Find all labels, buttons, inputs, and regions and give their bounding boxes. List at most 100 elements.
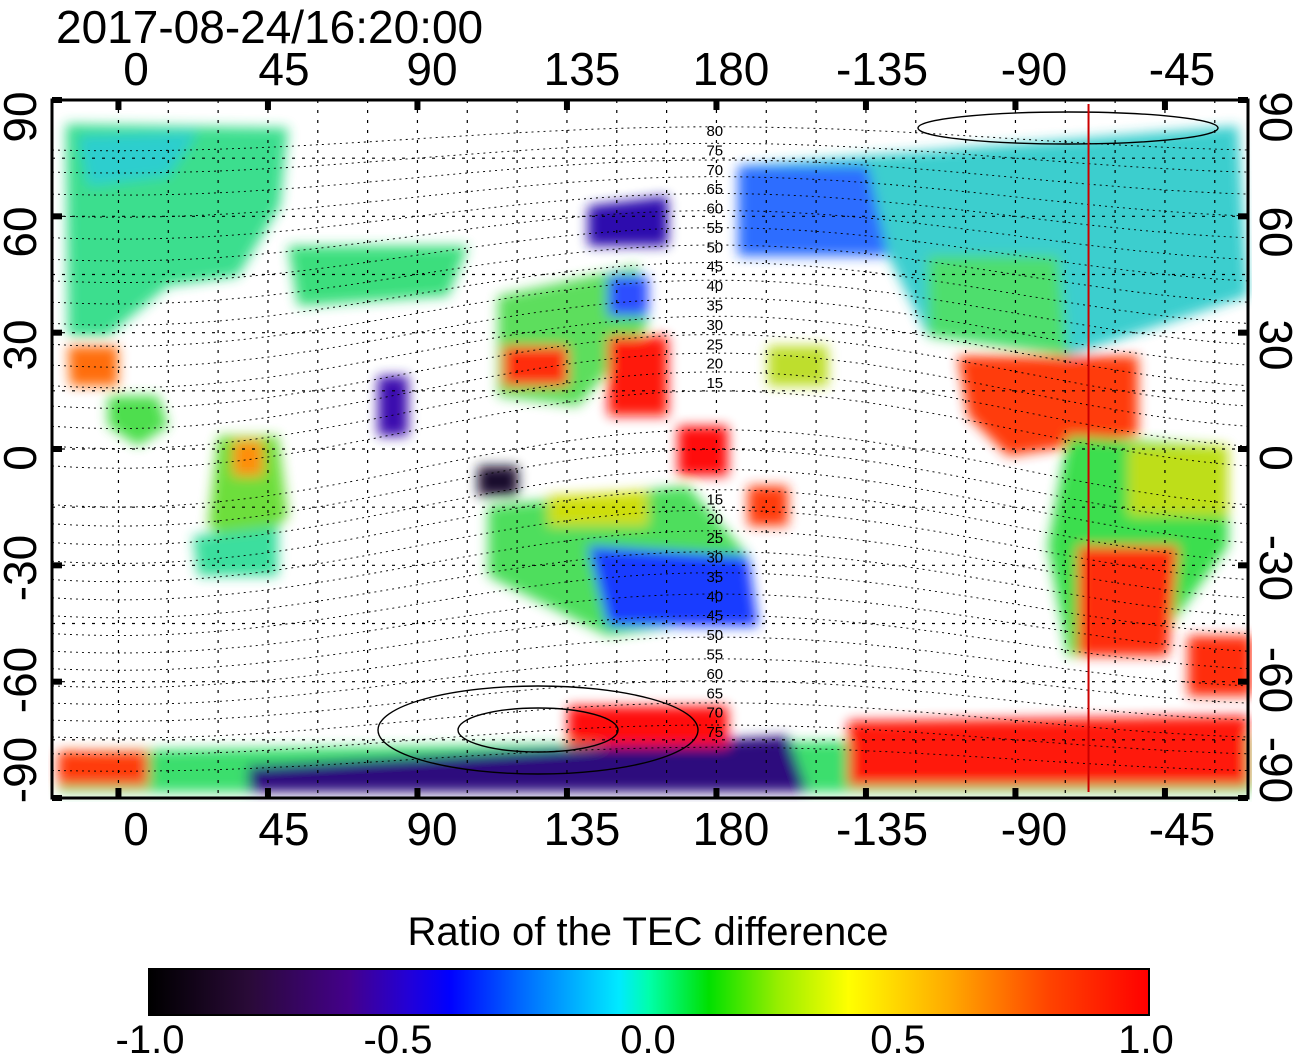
colorbar-label: Ratio of the TEC difference <box>407 910 889 954</box>
magnetic-contour <box>51 210 1249 262</box>
contour-label: 20 <box>706 356 723 373</box>
lon-tick-top: -45 <box>1148 43 1216 95</box>
lon-tick-bottom: -135 <box>835 803 929 855</box>
magnetic-latitude-contours <box>51 126 1249 772</box>
contour-label: 15 <box>706 375 723 392</box>
magnetic-contour <box>51 702 1249 739</box>
lat-tick-right: 0 <box>1250 445 1296 471</box>
lon-tick-top: 0 <box>123 43 149 95</box>
contour-label: 65 <box>706 181 723 198</box>
magnetic-contour <box>51 244 1249 305</box>
tec-map: 80 75 70 65 60 55 50 45 40 35 30 25 20 15 15 20 25 30 35 40… <box>48 96 1252 802</box>
lat-tick-left: -60 <box>0 646 46 714</box>
contour-label: 60 <box>706 666 723 683</box>
magnetic-contour <box>51 315 1249 389</box>
contour-label: 75 <box>706 724 723 741</box>
magnetic-contour <box>51 193 1249 240</box>
tec-data-layer <box>58 124 1252 792</box>
lat-tick-right: 30 <box>1250 319 1296 371</box>
contour-label: 40 <box>706 278 723 295</box>
lon-tick-top: 180 <box>692 43 770 95</box>
contour-label: 40 <box>706 588 723 605</box>
magnetic-contour <box>51 352 1249 429</box>
lat-tick-left: -90 <box>0 736 46 804</box>
lat-tick-left: 60 <box>0 206 46 258</box>
magnetic-contour <box>51 509 1249 583</box>
lon-tick-bottom: -90 <box>1000 803 1068 855</box>
contour-label: 80 <box>706 123 723 140</box>
south-magnetic-oval-inner <box>457 707 619 753</box>
magnetic-contour <box>51 551 1249 619</box>
contour-label: 50 <box>706 627 723 644</box>
magnetic-contour <box>51 469 1249 546</box>
colorbar-tick: 0.5 <box>870 1018 926 1062</box>
magnetic-contour <box>51 724 1249 756</box>
plot-title: 2017-08-24/16:20:00 <box>56 1 484 53</box>
contour-label: 60 <box>706 201 723 218</box>
contour-labels: 80 75 70 65 60 55 50 45 40 35 30 25 20 15 15 20 25 30 35 40… <box>706 123 723 741</box>
magnetic-contour <box>51 159 1249 196</box>
magnetic-contour <box>51 449 1249 527</box>
magnetic-contour <box>51 680 1249 722</box>
magnetic-contour <box>51 279 1249 347</box>
contour-label: 30 <box>706 317 723 334</box>
magnetic-contour <box>51 390 1249 469</box>
lon-tick-bottom: -45 <box>1148 803 1216 855</box>
north-magnetic-oval <box>917 111 1219 145</box>
colorbar-tick: -0.5 <box>363 1018 433 1062</box>
lon-tick-bottom: 45 <box>258 803 310 855</box>
lon-tick-bottom: 135 <box>543 803 621 855</box>
contour-label: 20 <box>706 511 723 528</box>
colorbar-tick: 1.0 <box>1118 1018 1174 1062</box>
magnetic-contour <box>51 636 1249 688</box>
lon-tick-top: -90 <box>1000 43 1068 95</box>
magnetic-contour <box>51 126 1249 152</box>
lon-tick-bottom: 180 <box>692 803 770 855</box>
magnetic-contour <box>51 489 1249 564</box>
lon-tick-top: 135 <box>543 43 621 95</box>
lat-tick-left: -30 <box>0 534 46 602</box>
contour-label: 30 <box>706 550 723 567</box>
colorbar-tick: 0.0 <box>620 1018 676 1062</box>
magnetic-contour <box>51 572 1249 636</box>
contour-label: 55 <box>706 647 723 664</box>
contour-label: 25 <box>706 530 723 547</box>
magnetic-contour <box>51 371 1249 449</box>
lat-tick-right: -60 <box>1250 646 1296 714</box>
contour-label: 25 <box>706 336 723 353</box>
lat-tick-left: 30 <box>0 319 46 371</box>
south-magnetic-oval <box>377 685 699 775</box>
magnetic-contour <box>51 615 1249 671</box>
contour-label: 45 <box>706 259 723 276</box>
lon-tick-bottom: 90 <box>406 803 458 855</box>
contour-label: 15 <box>706 491 723 508</box>
magnetic-contour <box>51 746 1249 772</box>
lat-tick-right: 60 <box>1250 206 1296 258</box>
contour-label: 50 <box>706 239 723 256</box>
contour-label: 55 <box>706 220 723 237</box>
lat-tick-right: 90 <box>1250 91 1296 143</box>
frame-ticks <box>52 97 1248 801</box>
colorbar-tick: -1.0 <box>115 1018 185 1062</box>
contour-label: 45 <box>706 608 723 625</box>
lat-tick-left: 90 <box>0 91 46 143</box>
lat-tick-left: 0 <box>0 445 46 471</box>
magnetic-contour <box>51 429 1249 508</box>
lon-tick-top: 45 <box>258 43 310 95</box>
magnetic-contour <box>51 227 1249 283</box>
contour-label: 70 <box>706 162 723 179</box>
magnetic-contour <box>51 593 1249 654</box>
contour-label: 70 <box>706 705 723 722</box>
contour-label: 65 <box>706 685 723 702</box>
magnetic-contour <box>51 297 1249 368</box>
magnetic-contour <box>51 334 1249 409</box>
magnetic-contour <box>51 658 1249 705</box>
magnetic-contour <box>51 530 1249 601</box>
lat-tick-right: -30 <box>1250 534 1296 602</box>
lon-tick-top: 90 <box>406 43 458 95</box>
colorbar <box>148 968 1150 1016</box>
magnetic-contour <box>51 262 1249 326</box>
lon-tick-bottom: 0 <box>123 803 149 855</box>
lon-tick-top: -135 <box>835 43 929 95</box>
contour-label: 75 <box>706 142 723 159</box>
